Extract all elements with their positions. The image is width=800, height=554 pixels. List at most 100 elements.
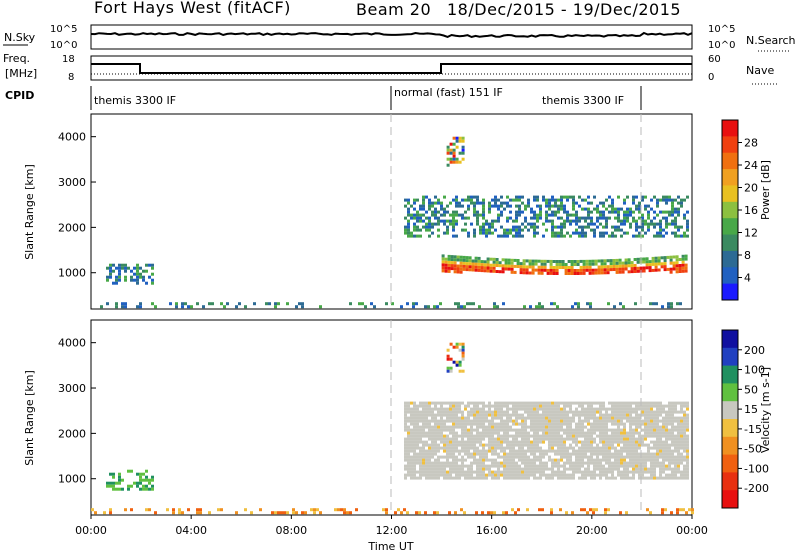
power-heatmap-cell <box>440 207 443 211</box>
velocity-heatmap-cell <box>641 401 644 405</box>
velocity-heatmap-cell <box>557 470 560 474</box>
velocity-heatmap-cell <box>434 470 437 474</box>
power-heatmap-cell <box>581 228 584 232</box>
velocity-heatmap-cell <box>506 431 509 435</box>
velocity-heatmap-cell <box>686 443 689 447</box>
velocity-heatmap-cell <box>419 452 422 456</box>
velocity-heatmap-cell <box>419 431 422 435</box>
velocity-heatmap-cell <box>428 431 431 435</box>
velocity-heatmap-cell <box>443 446 446 450</box>
power-heatmap-cell <box>597 259 601 263</box>
velocity-heatmap-cell <box>154 511 157 515</box>
velocity-heatmap-cell <box>506 407 509 411</box>
power-heatmap-cell <box>115 278 118 282</box>
velocity-heatmap-cell <box>407 410 410 414</box>
power-heatmap-cell <box>542 198 545 202</box>
power-heatmap-cell <box>599 234 602 238</box>
velocity-heatmap-cell <box>560 401 563 405</box>
velocity-heatmap-cell <box>604 511 607 515</box>
velocity-heatmap-cell <box>587 473 590 477</box>
velocity-heatmap-cell <box>524 452 527 456</box>
power-heatmap-cell <box>100 305 103 309</box>
power-heatmap-cell <box>653 234 656 238</box>
power-heatmap-cell <box>546 259 550 263</box>
power-heatmap-cell <box>483 260 487 264</box>
velocity-heatmap-cell <box>512 449 515 453</box>
velocity-heatmap-cell <box>545 461 548 465</box>
velocity-heatmap-cell <box>419 461 422 465</box>
velocity-heatmap-cell <box>443 455 446 459</box>
velocity-heatmap-cell <box>644 413 647 417</box>
power-heatmap-cell <box>525 265 529 269</box>
power-heatmap-cell <box>525 271 529 275</box>
velocity-heatmap-cell <box>467 467 470 471</box>
velocity-heatmap-cell <box>407 455 410 459</box>
power-heatmap-cell <box>623 201 626 205</box>
power-heatmap-cell <box>539 216 542 220</box>
velocity-heatmap-cell <box>413 404 416 408</box>
velocity-heatmap-cell <box>548 467 551 471</box>
velocity-heatmap-cell <box>581 404 584 408</box>
velocity-heatmap-cell <box>458 452 461 456</box>
velocity-heatmap-cell <box>428 446 431 450</box>
power-heatmap-cell <box>588 262 592 266</box>
velocity-heatmap-cell <box>539 419 542 423</box>
velocity-heatmap-cell <box>473 404 476 408</box>
velocity-heatmap-cell <box>455 410 458 414</box>
velocity-heatmap-cell <box>533 446 536 450</box>
velocity-heatmap-cell <box>506 446 509 450</box>
velocity-heatmap-cell <box>659 437 662 441</box>
velocity-heatmap-cell <box>665 446 668 450</box>
velocity-heatmap-cell <box>584 476 587 480</box>
velocity-heatmap-cell <box>665 458 668 462</box>
velocity-heatmap-cell <box>665 422 668 426</box>
velocity-heatmap-cell <box>434 458 437 462</box>
velocity-heatmap-cell <box>644 401 647 405</box>
power-heatmap-cell <box>629 210 632 214</box>
power-heatmap-cell <box>608 195 611 199</box>
power-heatmap-cell <box>572 204 575 208</box>
velocity-heatmap-cell <box>235 511 238 515</box>
beam-label: Beam 20 <box>356 0 431 19</box>
power-heatmap-cell <box>416 210 419 214</box>
velocity-heatmap-cell <box>623 455 626 459</box>
power-heatmap-cell <box>422 207 425 211</box>
power-heatmap-cell <box>486 257 490 261</box>
power-heatmap-cell <box>638 204 641 208</box>
power-heatmap-cell <box>503 207 506 211</box>
velocity-heatmap-cell <box>458 470 461 474</box>
power-heatmap-cell <box>585 268 589 272</box>
power-heatmap-cell <box>674 198 677 202</box>
velocity-heatmap-cell <box>521 434 524 438</box>
velocity-heatmap-cell <box>482 419 485 423</box>
velocity-heatmap-cell <box>422 446 425 450</box>
velocity-heatmap-cell <box>488 404 491 408</box>
power-heatmap-cell <box>524 219 527 223</box>
power-heatmap-cell <box>512 228 515 232</box>
power-heatmap-cell <box>621 264 625 268</box>
velocity-heatmap-cell <box>536 422 539 426</box>
power-heatmap-cell <box>638 201 641 205</box>
power-heatmap-cell <box>541 305 544 309</box>
velocity-heatmap-cell <box>313 508 316 512</box>
power-heatmap-cell <box>510 267 514 271</box>
velocity-heatmap-cell <box>563 476 566 480</box>
power-heatmap-cell <box>642 257 646 261</box>
velocity-heatmap-cell <box>635 410 638 414</box>
power-heatmap-cell <box>578 225 581 229</box>
power-heatmap-cell <box>509 231 512 235</box>
velocity-heatmap-cell <box>497 407 500 411</box>
velocity-heatmap-cell <box>118 472 121 476</box>
velocity-heatmap-cell <box>148 481 151 485</box>
velocity-heatmap-cell <box>452 360 456 364</box>
power-heatmap-cell <box>112 263 115 267</box>
velocity-heatmap-cell <box>557 434 560 438</box>
velocity-heatmap-cell <box>617 416 620 420</box>
velocity-heatmap-cell <box>614 401 617 405</box>
power-heatmap-cell <box>471 259 475 263</box>
velocity-heatmap-cell <box>632 452 635 456</box>
power-heatmap-cell <box>416 225 419 229</box>
velocity-colorbar-label: Velocity [m s-1] <box>759 367 772 453</box>
velocity-heatmap-cell <box>605 407 608 411</box>
velocity-heatmap-cell <box>464 446 467 450</box>
